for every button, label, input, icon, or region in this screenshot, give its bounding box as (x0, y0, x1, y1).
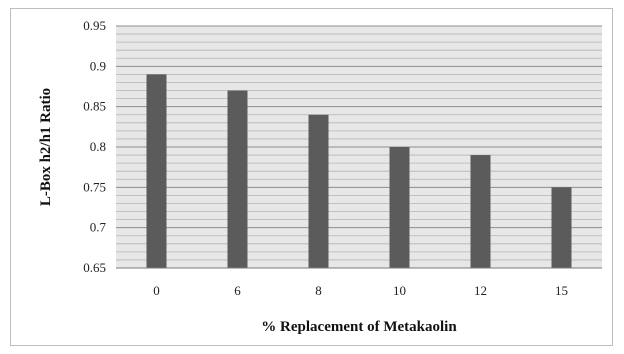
bar-8 (308, 114, 329, 268)
bar-10 (389, 147, 410, 268)
y-tick-label: 0.8 (90, 139, 106, 154)
x-tick-label: 6 (234, 283, 241, 298)
y-tick-labels: 0.65 0.7 0.75 0.8 0.85 0.9 0.95 (83, 18, 106, 275)
y-tick-label: 0.85 (83, 99, 106, 114)
bar-15 (551, 187, 572, 268)
x-tick-label: 10 (393, 283, 406, 298)
bar-6 (227, 90, 248, 269)
major-gridlines (116, 25, 602, 229)
x-tick-labels: 0 6 8 10 12 15 (153, 283, 568, 298)
y-axis-title: L-Box h2/h1 Ratio (38, 88, 54, 206)
x-tick-label: 12 (474, 283, 487, 298)
y-tick-label: 0.9 (90, 58, 106, 73)
x-tick-label: 0 (153, 283, 160, 298)
minor-gridlines (116, 33, 602, 261)
y-tick-label: 0.7 (90, 220, 107, 235)
x-tick-label: 8 (315, 283, 322, 298)
y-tick-label: 0.75 (83, 179, 106, 194)
bar-12 (470, 155, 491, 268)
y-tick-label: 0.65 (83, 260, 106, 275)
bar-0 (146, 74, 167, 269)
x-axis-title: % Replacement of Metakaolin (261, 319, 457, 335)
y-tick-label: 0.95 (83, 18, 106, 33)
x-tick-label: 15 (555, 283, 568, 298)
bars (146, 74, 572, 269)
